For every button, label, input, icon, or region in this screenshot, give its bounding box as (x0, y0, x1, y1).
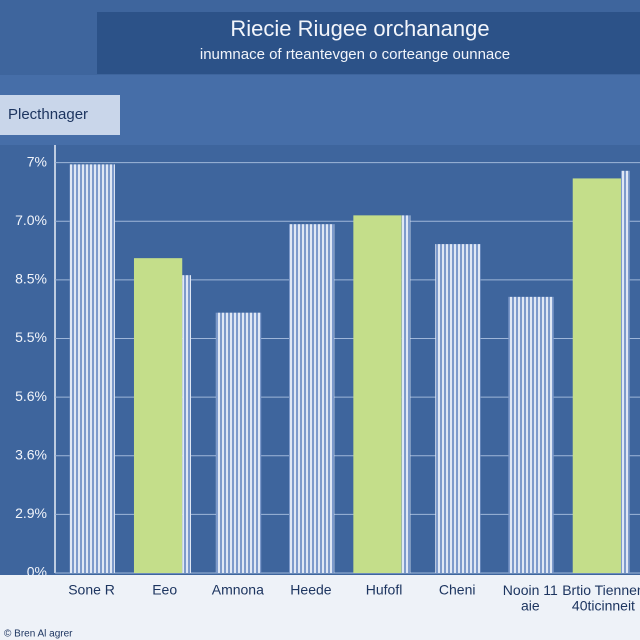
y-tick-label: 7.0% (15, 212, 47, 228)
chart-title: Riecie Riugee orchanange (230, 16, 489, 41)
y-tick-label: 7% (27, 153, 47, 169)
x-tick-label: Sone R (68, 582, 115, 598)
x-tick-label: Nooin 11 aie (503, 582, 558, 613)
y-tick-label: 8.5% (15, 271, 47, 287)
y-tick-label: 5.5% (15, 329, 47, 345)
footer (0, 575, 640, 640)
x-tick-label: Heede (290, 582, 331, 598)
x-tick-label: Eeo (152, 582, 177, 598)
footnote: © Bren Al agrer (4, 629, 73, 640)
y-tick-label: 0% (27, 564, 47, 580)
bar (401, 215, 411, 573)
bar (215, 312, 262, 573)
y-tick-label: 3.6% (15, 446, 47, 462)
x-tick-label: Brtio Tiennen 40ticinneit (562, 582, 640, 613)
y-axis-label: Plecthnager (8, 106, 88, 123)
bar (435, 244, 481, 573)
bar (133, 258, 183, 573)
bar (69, 164, 115, 573)
y-tick-label: 2.9% (15, 505, 47, 521)
chart-subtitle: inumnace of rteantevgen o corteange ounn… (200, 46, 510, 63)
x-tick-label: Hufofl (366, 582, 403, 598)
bar (289, 224, 335, 573)
bar (620, 170, 630, 574)
bar (572, 178, 621, 573)
bar (353, 215, 402, 573)
bar (508, 296, 554, 573)
title-box (97, 12, 640, 74)
x-tick-label: Cheni (439, 582, 476, 598)
ylabel-box (0, 95, 120, 135)
bar (182, 275, 192, 573)
y-tick-label: 5.6% (15, 388, 47, 404)
x-tick-label: Amnona (212, 582, 264, 598)
